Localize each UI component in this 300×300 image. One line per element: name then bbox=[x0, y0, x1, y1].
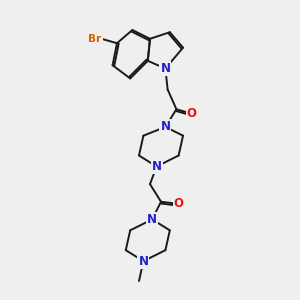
Text: N: N bbox=[147, 213, 157, 226]
Text: N: N bbox=[160, 62, 170, 75]
Text: N: N bbox=[160, 120, 170, 134]
Text: N: N bbox=[138, 255, 148, 268]
Text: O: O bbox=[187, 107, 197, 120]
Text: N: N bbox=[152, 160, 162, 173]
Text: O: O bbox=[174, 197, 184, 210]
Text: Br: Br bbox=[88, 34, 102, 44]
